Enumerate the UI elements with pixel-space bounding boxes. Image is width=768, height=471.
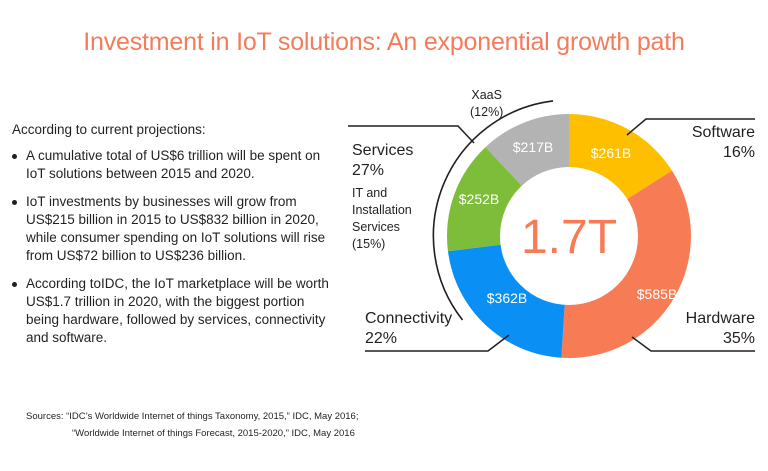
slice-value-label: $217B xyxy=(513,139,553,155)
connectivity-label: Connectivity 22% xyxy=(365,310,453,347)
services-leader-line xyxy=(348,125,475,144)
slice-value-label: $362B xyxy=(487,290,527,306)
intro-text: According to current projections: xyxy=(12,122,206,137)
hardware-leader-line xyxy=(631,336,755,352)
value-labels: $261B $585B $362B $252B $217B xyxy=(459,139,677,306)
services-bracket-arc xyxy=(432,100,554,321)
bullet-item: A cumulative total of US$6 trillion will… xyxy=(12,147,332,183)
slice-value-label: $261B xyxy=(591,145,631,161)
bullet-list: A cumulative total of US$6 trillion will… xyxy=(12,147,332,357)
sources-line-2: “Worldwide Internet of things Forecast, … xyxy=(72,428,355,439)
connectivity-leader-line xyxy=(365,334,510,352)
bullet-item: IoT investments by businesses will grow … xyxy=(12,193,332,265)
center-total-label: 1.7T xyxy=(521,211,617,264)
bullet-item: According toIDC, the IoT marketplace wil… xyxy=(12,275,332,347)
it-services-label: IT and Installation Services (15%) xyxy=(352,186,412,251)
bullet-dot-icon xyxy=(12,200,17,205)
services-label: Services 27% xyxy=(352,142,414,179)
hardware-label: Hardware 35% xyxy=(685,310,755,347)
sources-line-1: Sources: “IDC’s Worldwide Internet of th… xyxy=(26,411,359,422)
bullet-dot-icon xyxy=(12,282,17,287)
xaas-label: XaaS (12%) xyxy=(470,88,504,119)
donut-hole xyxy=(500,167,638,305)
slice-value-label: $585B xyxy=(637,286,677,302)
slice-value-label: $252B xyxy=(459,191,499,207)
software-leader-line xyxy=(626,118,755,136)
bullet-dot-icon xyxy=(12,154,17,159)
page-title: Investment in IoT solutions: An exponent… xyxy=(83,28,685,56)
sources-note: Sources: “IDC’s Worldwide Internet of th… xyxy=(26,408,358,442)
software-label: Software 16% xyxy=(691,124,755,161)
